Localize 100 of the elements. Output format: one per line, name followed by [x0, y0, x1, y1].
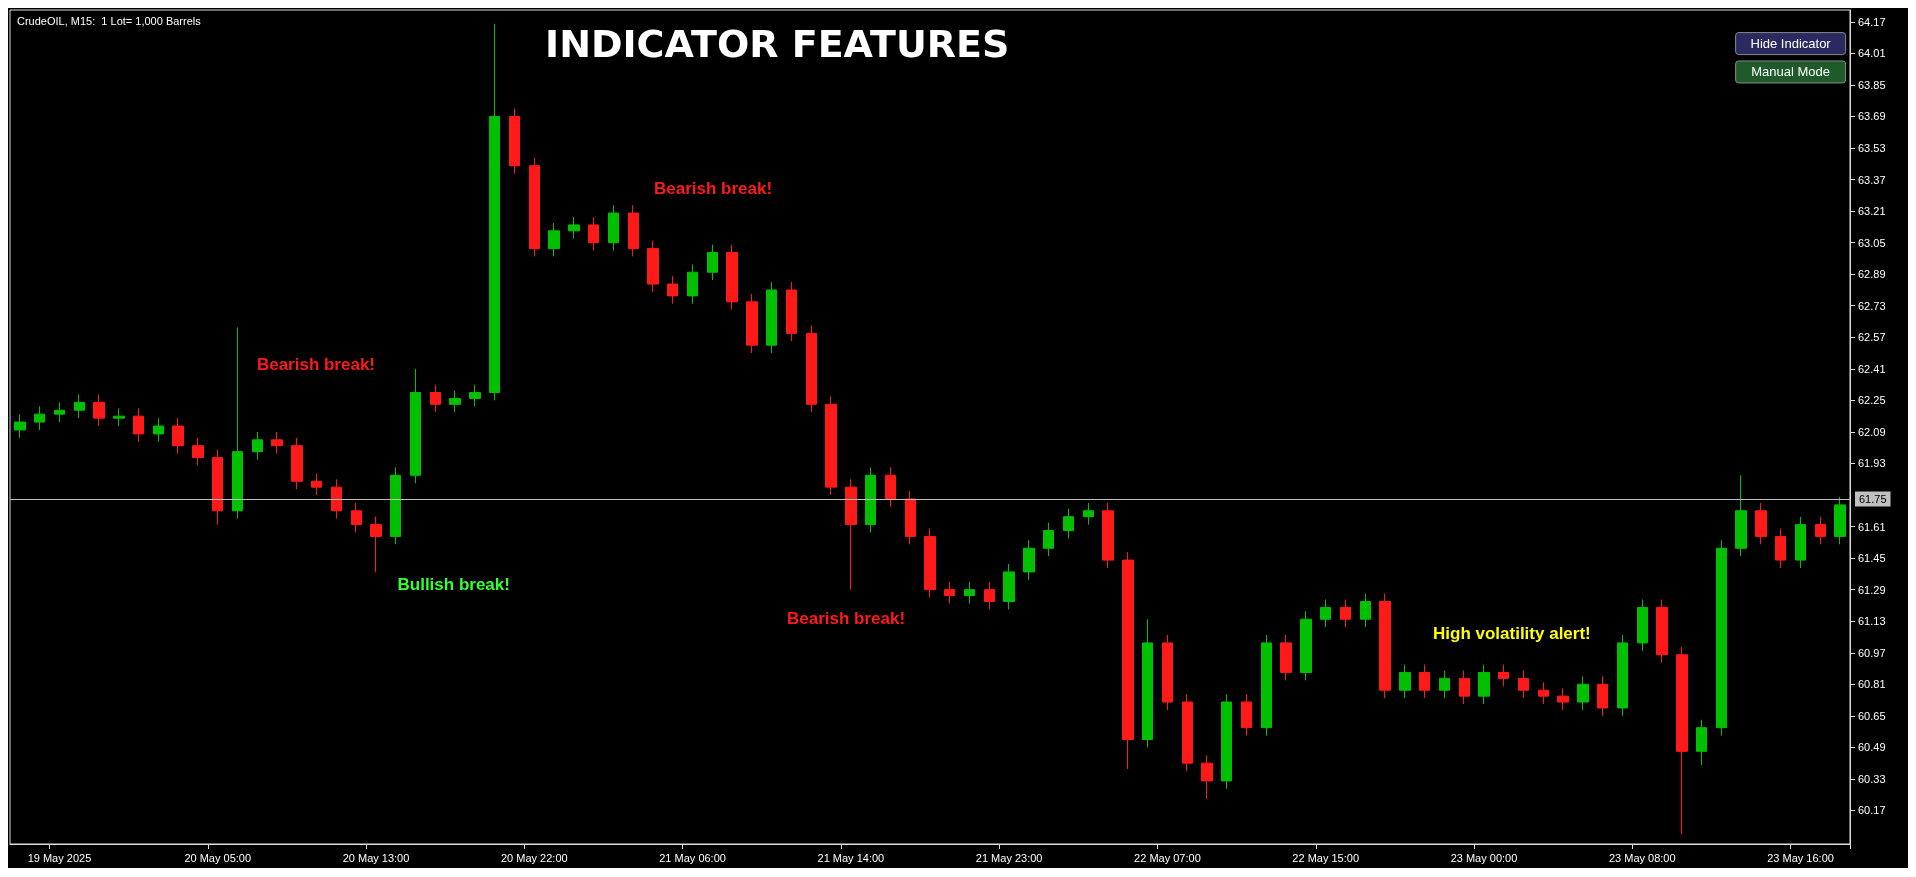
x-tick-label: 23 May 00:00 — [1450, 851, 1518, 864]
candlestick — [924, 528, 936, 599]
candlestick — [568, 216, 580, 240]
y-tick-label: 62.41 — [1858, 362, 1886, 375]
annotation: Bearish break! — [787, 609, 906, 628]
candlestick — [548, 222, 560, 257]
candlestick — [1241, 693, 1252, 737]
y-tick-label: 60.97 — [1858, 646, 1886, 659]
candlestick — [1676, 646, 1688, 835]
candlestick — [905, 490, 916, 545]
candlestick — [192, 437, 204, 466]
y-tick-label: 62.57 — [1858, 331, 1886, 344]
y-tick-label: 61.61 — [1858, 520, 1886, 533]
candlestick — [1478, 664, 1490, 705]
candlestick — [1379, 593, 1391, 699]
candlestick — [1162, 634, 1173, 711]
candlestick — [14, 413, 26, 439]
x-tick-label: 21 May 06:00 — [659, 851, 726, 864]
chart-title: INDICATOR FEATURES — [545, 22, 1010, 66]
candlestick — [469, 384, 481, 407]
candlestick — [1498, 664, 1509, 687]
candlestick — [1043, 522, 1054, 557]
y-tick-label: 63.37 — [1858, 173, 1886, 186]
candlestick — [153, 417, 164, 443]
y-tick-label: 60.49 — [1858, 741, 1886, 754]
candlestick — [291, 437, 303, 490]
candlestick — [489, 23, 500, 401]
x-tick-label: 22 May 15:00 — [1292, 851, 1360, 864]
candlestick — [1617, 634, 1628, 717]
candlestick — [687, 263, 698, 305]
candlestick — [410, 368, 421, 484]
y-tick-label: 61.13 — [1858, 615, 1886, 628]
candlestick — [1122, 551, 1134, 770]
y-tick-label: 60.17 — [1858, 804, 1886, 817]
candlestick — [865, 466, 876, 533]
candlestick — [1063, 508, 1074, 539]
candlestick — [588, 216, 599, 252]
y-tick-label: 63.85 — [1858, 78, 1886, 91]
y-tick-label: 61.45 — [1858, 552, 1886, 565]
candlestick — [529, 157, 540, 257]
annotation: Bearish break! — [256, 355, 376, 375]
y-tick-label: 62.89 — [1858, 268, 1886, 281]
candlestick — [1518, 670, 1529, 699]
y-tick-label: 63.69 — [1858, 110, 1886, 123]
candlestick — [1696, 719, 1707, 766]
candlestick — [1439, 670, 1450, 699]
y-tick-label: 64.17 — [1858, 15, 1886, 28]
x-tick-label: 20 May 13:00 — [342, 851, 410, 864]
y-tick-label: 63.21 — [1858, 205, 1886, 218]
candlestick — [1577, 675, 1589, 711]
candlestick — [232, 326, 243, 520]
candlestick — [1834, 496, 1846, 545]
y-tick-label: 63.53 — [1858, 142, 1886, 155]
candlestick — [1320, 599, 1331, 628]
candlestick — [1597, 675, 1608, 717]
x-tick-label: 23 May 16:00 — [1767, 851, 1834, 864]
candlestick — [370, 516, 382, 573]
candlestick — [1221, 693, 1232, 790]
candlestick — [707, 244, 718, 281]
candlestick — [351, 502, 362, 533]
x-tick-label: 20 May 05:00 — [184, 851, 252, 864]
candlestick — [1083, 502, 1094, 526]
x-tick-label: 21 May 23:00 — [975, 851, 1043, 864]
y-tick-label: 62.09 — [1858, 425, 1886, 438]
candlestick — [1656, 599, 1668, 664]
candlestick — [1360, 593, 1371, 628]
x-tick-label: 22 May 07:00 — [1134, 851, 1201, 864]
y-tick-label: 62.25 — [1858, 394, 1886, 407]
y-tick-label: 61.29 — [1858, 583, 1886, 596]
candlestick — [93, 393, 105, 427]
y-tick-label: 60.81 — [1858, 678, 1886, 691]
candlestick — [1538, 681, 1549, 705]
y-tick-label: 60.33 — [1858, 772, 1886, 785]
candlestick — [1716, 539, 1727, 737]
y-tick-label: 64.01 — [1858, 47, 1886, 60]
annotation: Hide Indicator — [1750, 36, 1832, 52]
candlestick — [1815, 516, 1826, 545]
candlestick — [964, 581, 975, 604]
candlestick — [271, 431, 283, 455]
candlestick — [212, 449, 223, 526]
candlestick — [1182, 693, 1193, 772]
candlestick — [1459, 670, 1470, 705]
candlestick — [726, 244, 738, 311]
candlestick — [667, 275, 678, 305]
candlestick — [449, 390, 461, 413]
x-tick-label: 23 May 08:00 — [1608, 851, 1676, 864]
candlestick — [311, 472, 322, 496]
candlestick — [1003, 563, 1015, 610]
candlestick — [1102, 502, 1114, 569]
y-tick-label: 63.05 — [1858, 236, 1886, 249]
candlestick — [172, 417, 184, 455]
candlestick — [1775, 528, 1786, 569]
candlestick — [430, 384, 441, 413]
candlestick — [647, 240, 659, 293]
candlestick — [54, 401, 65, 423]
candlestick — [1735, 474, 1747, 557]
candlestick — [628, 204, 639, 257]
candlestick — [390, 466, 401, 545]
candlestick — [1419, 664, 1430, 699]
annotation: Bullish break! — [397, 574, 510, 594]
